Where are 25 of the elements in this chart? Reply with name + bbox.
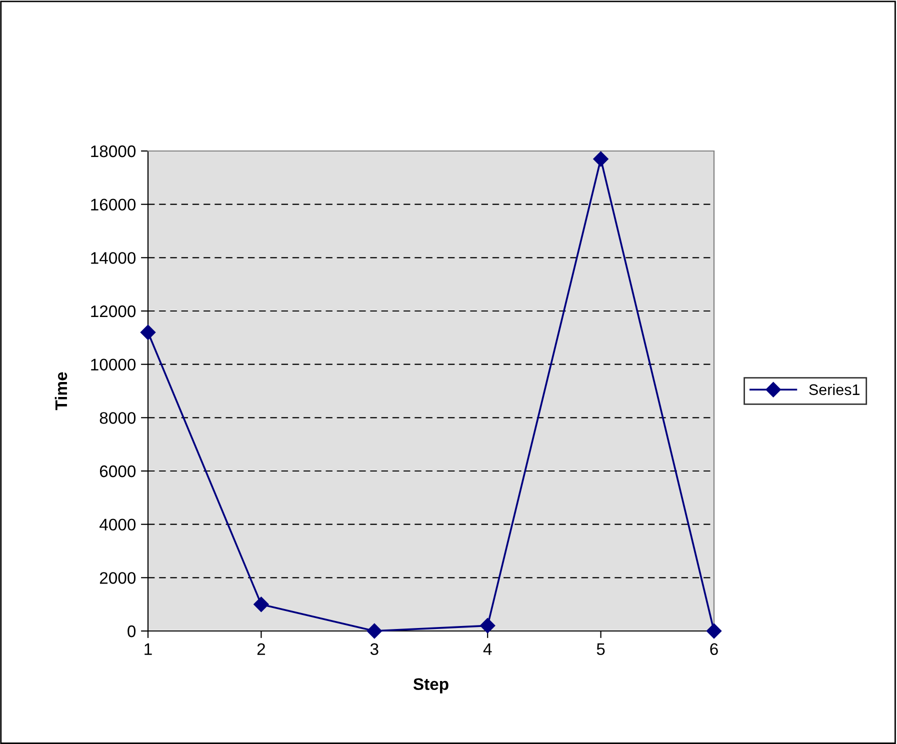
- y-tick-label: 6000: [100, 465, 136, 478]
- x-tick-label: 6: [710, 643, 718, 656]
- point: [366, 623, 382, 639]
- x-axis-title: Step: [413, 678, 448, 694]
- point: [254, 596, 269, 612]
- x-tick-label: 4: [483, 643, 492, 655]
- x-tick-label: 3: [370, 643, 378, 656]
- x-tick-label: 1: [144, 643, 152, 655]
- y-tick-label: 16000: [91, 198, 136, 211]
- y-axis-title: Time: [54, 372, 68, 410]
- point: [593, 151, 608, 167]
- y-tick-label: 2000: [100, 572, 136, 584]
- point: [480, 618, 496, 634]
- y-tick-label: 0: [128, 625, 136, 638]
- y-tick-label: 14000: [91, 252, 136, 264]
- y-tick-label: 18000: [91, 145, 136, 158]
- y-tick-label: 12000: [91, 305, 136, 318]
- point: [706, 623, 722, 639]
- y-tick-label: 4000: [100, 518, 136, 531]
- x-tick-label: 5: [596, 643, 605, 656]
- y-tick-label: 8000: [100, 412, 136, 424]
- point: [140, 324, 156, 340]
- y-tick-label: 10000: [91, 358, 136, 371]
- legend-label: Series1: [809, 384, 860, 396]
- x-tick-label: 2: [257, 643, 265, 655]
